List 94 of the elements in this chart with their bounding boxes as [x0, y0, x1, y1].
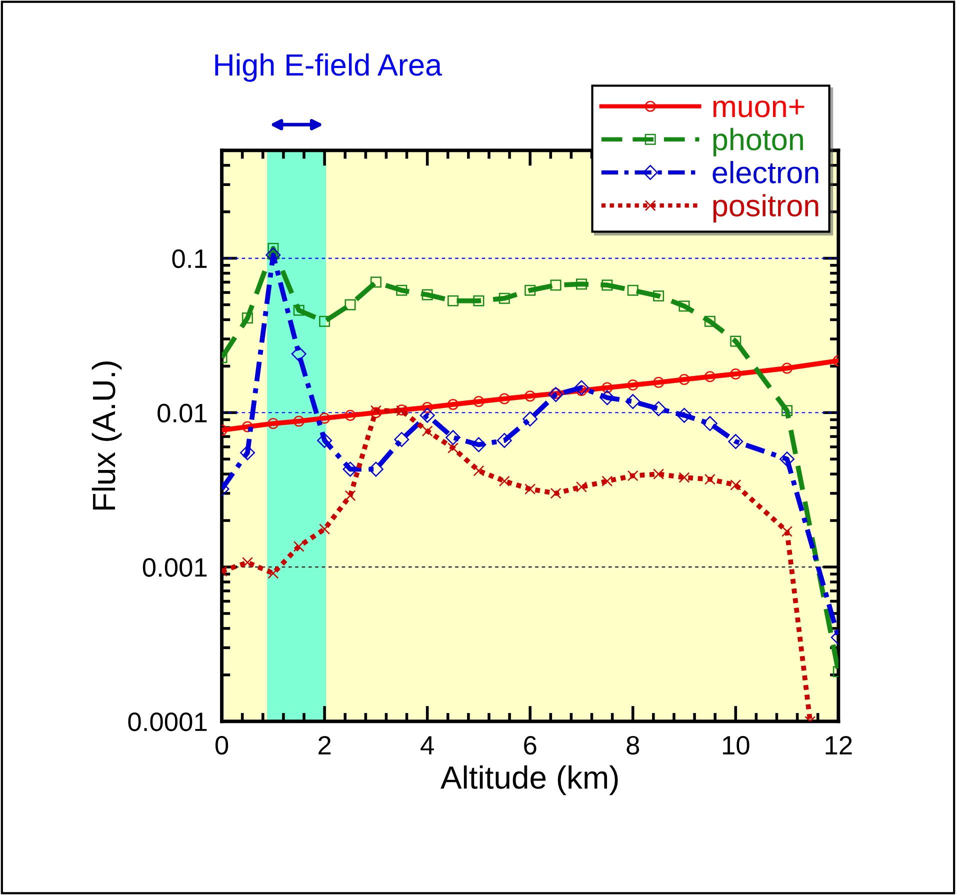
point: [448, 442, 459, 454]
point: [600, 390, 615, 406]
point: [293, 416, 304, 427]
point: [319, 524, 330, 535]
y-tick-label: 0.1: [172, 249, 207, 268]
point: [342, 462, 358, 477]
y-axis-title: Flux (A.U.): [92, 362, 122, 510]
x-tick-label: 4: [420, 736, 434, 754]
point: [293, 540, 304, 552]
point: [704, 474, 716, 485]
point: [653, 376, 664, 388]
point: [368, 462, 384, 477]
point: [704, 316, 716, 327]
point: [653, 290, 664, 302]
point: [550, 488, 562, 499]
point: [473, 396, 484, 408]
point: [422, 289, 433, 300]
point: [319, 412, 330, 424]
legend-label: positron: [713, 194, 818, 223]
x-tick-label: 6: [524, 736, 536, 755]
point: [602, 476, 613, 487]
point: [498, 393, 510, 404]
point: [702, 416, 718, 432]
point: [782, 526, 793, 537]
y-tick-label: 0.001: [142, 558, 207, 577]
point: [602, 280, 613, 291]
point: [627, 470, 638, 482]
y-tick-label: 0.01: [158, 404, 207, 422]
x-tick-label: 0: [215, 736, 228, 755]
x-axis-title: Altitude (km): [440, 765, 618, 796]
point: [473, 295, 484, 306]
point: [344, 299, 356, 310]
point: [291, 346, 306, 362]
point: [240, 445, 255, 460]
point: [319, 316, 330, 327]
point: [448, 398, 459, 410]
point: [242, 421, 253, 432]
point: [625, 394, 640, 410]
point: [728, 434, 744, 450]
point: [498, 292, 510, 304]
point: [676, 408, 692, 423]
point: [653, 468, 664, 480]
x-tick-label: 8: [626, 736, 640, 755]
point: [524, 484, 536, 495]
point: [574, 380, 589, 396]
point: [627, 380, 638, 390]
point: [344, 490, 356, 502]
point: [730, 479, 742, 490]
band-label: High E-field Area: [215, 53, 442, 82]
x-tick-label: 12: [826, 736, 852, 754]
point: [704, 371, 716, 382]
point: [496, 432, 512, 448]
point: [268, 568, 279, 579]
point: [576, 278, 587, 290]
legend-label: photon: [713, 128, 803, 156]
point: [730, 368, 742, 380]
point: [678, 472, 690, 483]
legend-label: muon+: [713, 99, 804, 118]
point: [576, 481, 587, 492]
point: [678, 374, 690, 385]
point: [242, 556, 253, 568]
point: [396, 284, 408, 296]
point: [780, 452, 795, 467]
point: [422, 402, 433, 413]
point: [473, 465, 484, 476]
point: [524, 284, 536, 296]
legend-label: electron: [712, 160, 818, 184]
x-tick-label: 10: [722, 736, 750, 755]
point: [602, 382, 613, 394]
point: [422, 426, 433, 437]
point: [730, 336, 742, 347]
point: [548, 387, 564, 402]
point: [498, 476, 510, 487]
point: [370, 276, 382, 288]
point: [678, 300, 690, 312]
point: [782, 405, 793, 416]
y-tick-label: 0.0001: [128, 712, 207, 732]
point: [471, 437, 486, 452]
point: [550, 280, 562, 291]
point: [524, 390, 536, 402]
point: [651, 401, 666, 416]
point: [782, 362, 793, 374]
x-tick-label: 2: [318, 736, 331, 754]
point: [420, 408, 435, 423]
point: [317, 432, 332, 448]
point: [448, 295, 459, 306]
point: [446, 430, 461, 446]
point: [242, 312, 253, 324]
point: [394, 432, 410, 447]
point: [627, 284, 638, 296]
point: [293, 304, 304, 316]
point: [522, 411, 538, 426]
point: [268, 418, 279, 430]
point: [344, 410, 356, 421]
